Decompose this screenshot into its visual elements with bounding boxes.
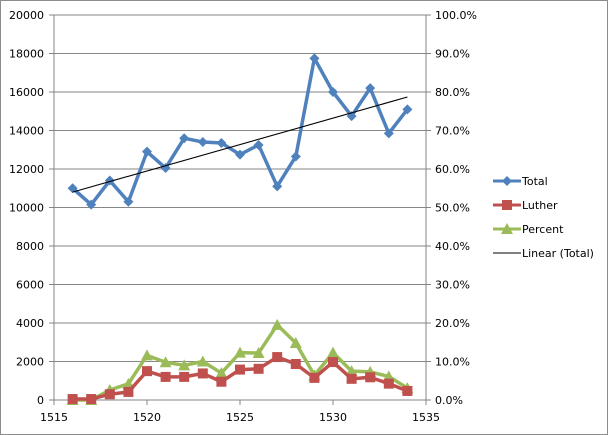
y2-tick-label: 40.0% xyxy=(435,240,470,253)
y2-tick-label: 70.0% xyxy=(435,125,470,138)
legend: Total Luther Percent Linear (Total) xyxy=(493,175,594,260)
diamond-marker xyxy=(309,53,320,64)
diamond-marker xyxy=(142,146,152,157)
diamond-marker xyxy=(67,183,78,194)
gridlines xyxy=(54,14,426,362)
diamond-marker xyxy=(86,199,97,210)
triangle-marker xyxy=(159,356,172,368)
left-y-axis: 0 2000 4000 6000 8000 10000 12000 14000 16000 180… xyxy=(9,9,55,407)
legend-item-luther: Luther xyxy=(493,199,558,212)
square-marker xyxy=(216,376,227,387)
square-marker xyxy=(253,363,264,374)
square-marker xyxy=(123,386,134,397)
legend-item-linear-total: Linear (Total) xyxy=(493,247,594,260)
data-series xyxy=(66,53,414,405)
square-marker xyxy=(502,200,512,210)
y-tick-label: 4000 xyxy=(16,317,44,330)
triangle-marker xyxy=(215,367,228,379)
triangle-marker xyxy=(501,223,513,234)
square-marker xyxy=(328,357,338,368)
legend-label: Luther xyxy=(522,199,558,212)
trendline-linear-total xyxy=(72,96,408,193)
legend-label: Total xyxy=(521,175,548,188)
square-marker xyxy=(402,385,413,396)
y2-tick-label: 60.0% xyxy=(435,163,470,176)
square-marker xyxy=(383,378,394,389)
y2-tick-label: 20.0% xyxy=(435,317,470,330)
triangle-marker xyxy=(234,346,246,358)
diamond-marker xyxy=(104,175,115,186)
y2-tick-label: 0.0% xyxy=(435,394,463,407)
triangle-marker xyxy=(345,365,358,377)
y-tick-label: 6000 xyxy=(16,279,44,292)
square-marker xyxy=(179,371,190,382)
x-tick-label: 1525 xyxy=(226,411,254,424)
y2-tick-label: 30.0% xyxy=(435,279,470,292)
y-tick-label: 16000 xyxy=(9,86,44,99)
y2-tick-label: 100.0% xyxy=(435,9,477,22)
square-marker xyxy=(67,394,78,405)
diamond-marker xyxy=(197,137,208,148)
square-marker xyxy=(142,366,152,377)
square-marker xyxy=(272,352,283,363)
right-y-axis: 0.0% 10.0% 20.0% 30.0% 40.0% 50.0% 60.0% 70.0% 8… xyxy=(425,9,477,407)
diamond-marker xyxy=(290,151,301,162)
x-tick-label: 1530 xyxy=(319,411,347,424)
triangle-marker xyxy=(271,318,284,330)
legend-item-percent: Percent xyxy=(493,223,564,236)
diamond-marker xyxy=(383,128,394,139)
x-tick-label: 1515 xyxy=(40,411,68,424)
y-tick-label: 2000 xyxy=(16,356,44,369)
y-tick-label: 8000 xyxy=(16,240,44,253)
square-marker xyxy=(365,372,376,383)
diamond-marker xyxy=(365,83,376,94)
x-tick-label: 1535 xyxy=(412,411,440,424)
y-tick-label: 12000 xyxy=(9,163,44,176)
diamond-marker xyxy=(272,181,283,192)
y-tick-label: 20000 xyxy=(9,9,44,22)
series-total xyxy=(67,53,413,210)
y2-tick-label: 90.0% xyxy=(435,48,470,61)
square-marker xyxy=(197,368,208,379)
y2-tick-label: 50.0% xyxy=(435,202,470,215)
diamond-marker xyxy=(402,104,413,115)
y2-tick-label: 10.0% xyxy=(435,356,470,369)
diamond-marker xyxy=(328,87,338,97)
triangle-marker xyxy=(327,346,339,358)
triangle-marker xyxy=(196,355,209,367)
x-tick-label: 1520 xyxy=(133,411,161,424)
y-tick-label: 0 xyxy=(37,394,44,407)
x-axis: 1515 1520 1525 1530 1535 xyxy=(40,399,440,424)
square-marker xyxy=(235,364,245,375)
y-tick-label: 14000 xyxy=(9,125,44,138)
y2-tick-label: 80.0% xyxy=(435,86,470,99)
legend-item-total: Total xyxy=(493,175,548,188)
diamond-marker xyxy=(253,139,264,150)
diamond-marker xyxy=(179,133,190,144)
square-marker xyxy=(290,359,301,370)
triangle-marker xyxy=(289,337,302,349)
y-tick-label: 10000 xyxy=(9,202,44,215)
legend-label: Percent xyxy=(522,223,564,236)
legend-label: Linear (Total) xyxy=(522,247,594,260)
triangle-marker xyxy=(141,349,153,361)
square-marker xyxy=(309,372,320,383)
diamond-marker xyxy=(235,149,245,160)
diamond-marker xyxy=(216,138,227,149)
square-marker xyxy=(346,373,357,384)
triangle-marker xyxy=(252,347,265,359)
y-tick-label: 18000 xyxy=(9,48,44,61)
diamond-marker xyxy=(123,196,134,207)
square-marker xyxy=(104,389,115,400)
series-luther xyxy=(67,352,413,405)
square-marker xyxy=(86,394,97,405)
diamond-marker xyxy=(502,176,512,186)
triangle-marker xyxy=(178,359,191,371)
square-marker xyxy=(160,371,171,382)
